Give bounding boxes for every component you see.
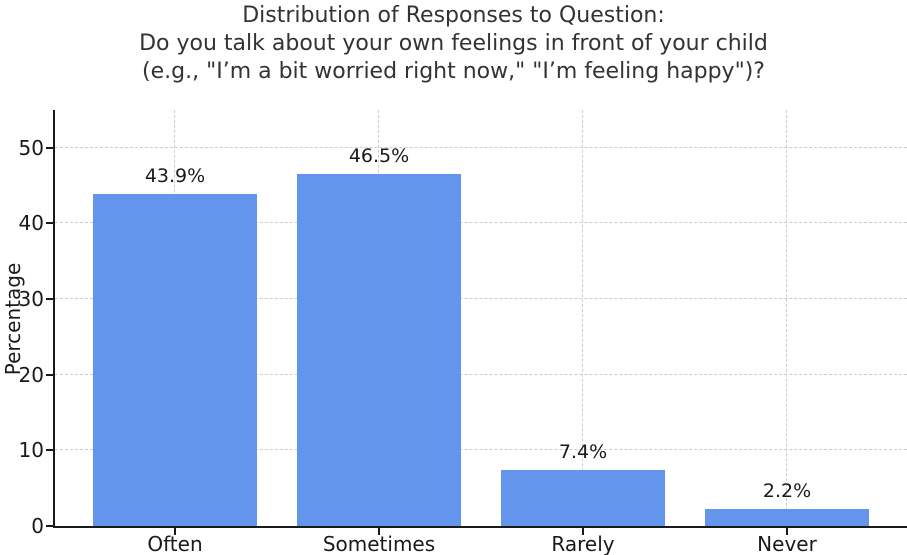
y-tick-label: 10 <box>18 438 44 463</box>
chart-title-line-2: Do you talk about your own feelings in f… <box>139 31 768 56</box>
bar-rarely <box>501 470 665 526</box>
x-tick-label-sometimes: Sometimes <box>322 532 436 555</box>
x-axis-spine <box>53 526 907 528</box>
gridline-horizontal <box>55 449 907 451</box>
bar-never <box>705 509 869 526</box>
x-tick-label-often: Often <box>147 532 203 555</box>
gridline-horizontal <box>55 373 907 375</box>
y-tick-mark <box>46 373 53 376</box>
x-tick-mark <box>786 528 788 535</box>
bar-value-label: 7.4% <box>558 441 608 464</box>
y-tick-label: 30 <box>18 287 44 312</box>
gridline-horizontal <box>55 146 907 148</box>
y-tick-label: 40 <box>18 211 44 236</box>
x-tick-label-never: Never <box>757 532 817 555</box>
gridline-horizontal <box>55 298 907 300</box>
y-tick-mark <box>46 449 53 452</box>
x-tick-mark <box>582 528 584 535</box>
chart-title: Distribution of Responses to Question: D… <box>0 2 907 86</box>
bar-value-label: 46.5% <box>348 145 410 168</box>
gridline-vertical <box>582 110 583 526</box>
y-tick-mark <box>46 146 53 149</box>
y-axis-spine <box>53 110 55 528</box>
x-tick-mark <box>378 528 380 535</box>
bar-value-label: 2.2% <box>762 480 812 503</box>
y-tick-mark <box>46 222 53 225</box>
bar-value-label: 43.9% <box>144 164 206 187</box>
y-axis-label: Percentage <box>1 262 25 376</box>
y-tick-label: 50 <box>18 135 44 160</box>
bar-often <box>93 193 257 526</box>
chart-title-line-3: (e.g., "I’m a bit worried right now," "I… <box>142 59 765 84</box>
y-tick-label: 20 <box>18 362 44 387</box>
x-tick-label-rarely: Rarely <box>551 532 615 555</box>
y-tick-mark <box>46 525 53 527</box>
y-tick-mark <box>46 298 53 301</box>
chart-title-line-1: Distribution of Responses to Question: <box>242 3 665 28</box>
x-tick-mark <box>174 528 176 535</box>
bar-sometimes <box>297 174 461 526</box>
gridline-vertical <box>786 110 787 526</box>
gridline-horizontal <box>55 222 907 224</box>
y-tick-label: 0 <box>31 514 44 538</box>
